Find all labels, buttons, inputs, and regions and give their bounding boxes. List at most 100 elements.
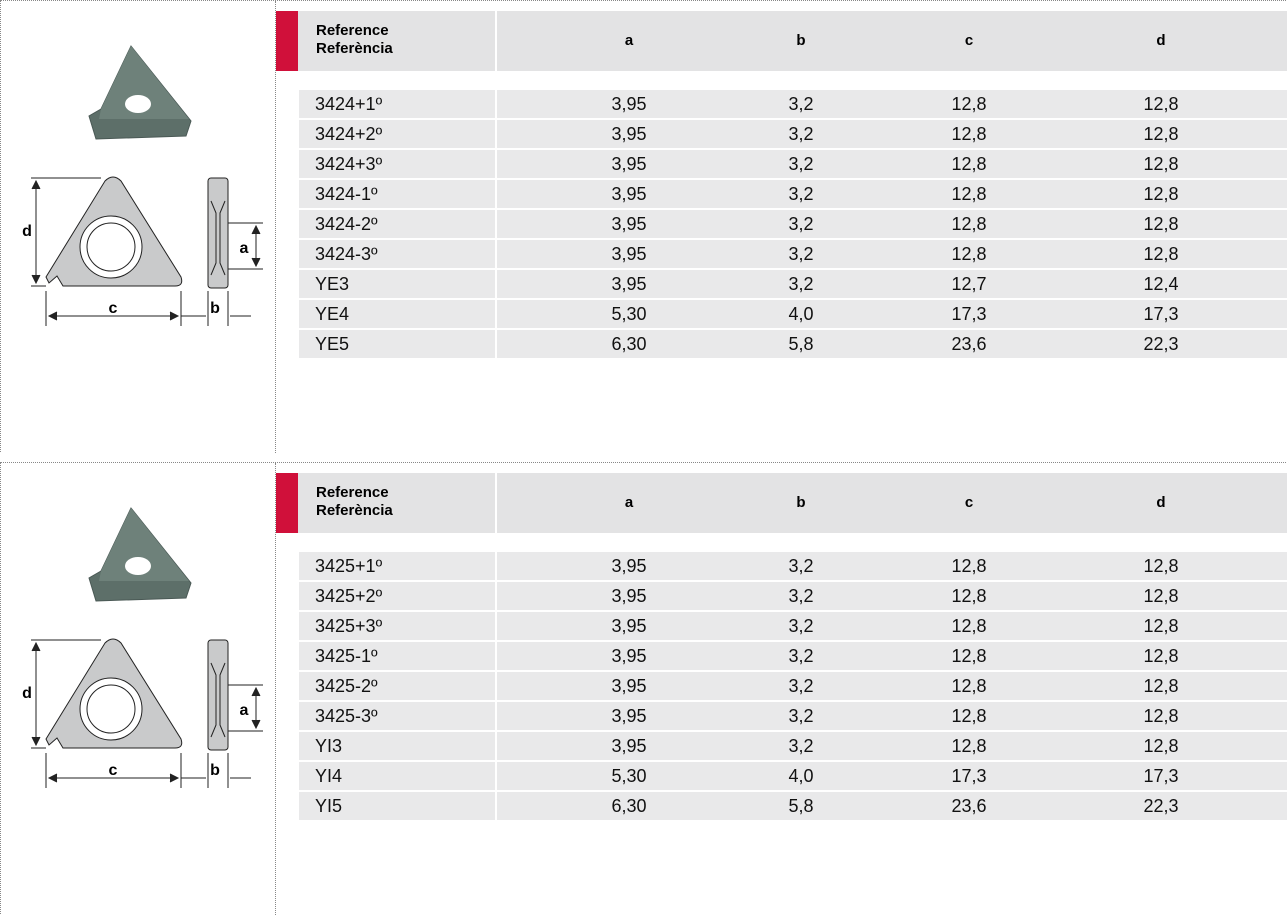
value-cell: 6,30 <box>611 796 647 816</box>
value-cell: 3,2 <box>788 244 814 264</box>
row-band <box>299 672 1287 700</box>
value-cell: 3,2 <box>788 214 814 234</box>
value-cell: 12,8 <box>951 736 987 756</box>
value-cell: 4,0 <box>788 304 814 324</box>
value-cell: 12,8 <box>951 676 987 696</box>
row-band <box>299 180 1287 208</box>
reference-header: Referència <box>316 40 393 57</box>
value-cell: 12,8 <box>1143 184 1179 204</box>
value-cell: 12,8 <box>1143 646 1179 666</box>
dimension-label: d <box>22 685 32 702</box>
dimension-label: c <box>109 300 118 317</box>
header-accent <box>276 473 298 533</box>
divider <box>275 463 276 915</box>
row-band <box>299 732 1287 760</box>
row-separator <box>495 612 497 640</box>
reference-cell: YI3 <box>315 736 343 756</box>
row-separator <box>495 180 497 208</box>
value-cell: 17,3 <box>951 304 987 324</box>
divider <box>275 1 276 453</box>
reference-header: Reference <box>316 22 389 39</box>
column-header: c <box>964 494 974 511</box>
row-band <box>299 210 1287 238</box>
row-band <box>299 582 1287 610</box>
row-separator <box>495 90 497 118</box>
value-cell: 3,95 <box>611 706 647 726</box>
value-cell: 3,95 <box>611 676 647 696</box>
row-separator <box>495 792 497 820</box>
row-separator <box>495 240 497 268</box>
value-cell: 12,8 <box>951 214 987 234</box>
row-band <box>299 702 1287 730</box>
value-cell: 12,8 <box>1143 94 1179 114</box>
value-cell: 17,3 <box>951 766 987 786</box>
dimension-label: c <box>109 762 118 779</box>
value-cell: 3,2 <box>788 154 814 174</box>
reference-cell: 3425+3º <box>315 616 383 636</box>
value-cell: 3,95 <box>611 214 647 234</box>
value-cell: 12,8 <box>1143 706 1179 726</box>
value-cell: 12,8 <box>951 94 987 114</box>
column-header: b <box>796 494 806 511</box>
value-cell: 5,8 <box>788 334 814 354</box>
row-band <box>299 90 1287 118</box>
value-cell: 12,8 <box>951 556 987 576</box>
reference-cell: YI4 <box>315 766 343 786</box>
value-cell: 6,30 <box>611 334 647 354</box>
reference-cell: 3424+1º <box>315 94 383 114</box>
reference-header: Reference <box>316 484 389 501</box>
row-separator <box>495 732 497 760</box>
value-cell: 23,6 <box>951 796 987 816</box>
reference-cell: 3425-2º <box>315 676 378 696</box>
value-cell: 12,8 <box>951 124 987 144</box>
insert-photo <box>88 507 192 602</box>
value-cell: 12,8 <box>951 586 987 606</box>
technical-drawing <box>31 638 263 788</box>
value-cell: 12,8 <box>1143 154 1179 174</box>
value-cell: 12,7 <box>951 274 987 294</box>
value-cell: 3,2 <box>788 706 814 726</box>
value-cell: 3,2 <box>788 676 814 696</box>
value-cell: 4,0 <box>788 766 814 786</box>
row-band <box>299 612 1287 640</box>
value-cell: 22,3 <box>1143 334 1179 354</box>
technical-drawing <box>31 176 263 326</box>
row-separator <box>495 150 497 178</box>
value-cell: 3,95 <box>611 616 647 636</box>
header-separator <box>495 473 497 533</box>
dimension-label: d <box>22 223 32 240</box>
value-cell: 12,8 <box>951 184 987 204</box>
value-cell: 3,95 <box>611 646 647 666</box>
row-band <box>299 120 1287 148</box>
row-separator <box>495 582 497 610</box>
reference-cell: 3424-3º <box>315 244 378 264</box>
reference-cell: YE4 <box>315 304 350 324</box>
value-cell: 3,95 <box>611 124 647 144</box>
reference-cell: YE5 <box>315 334 350 354</box>
value-cell: 3,95 <box>611 556 647 576</box>
value-cell: 3,2 <box>788 94 814 114</box>
value-cell: 3,2 <box>788 736 814 756</box>
row-separator <box>495 300 497 328</box>
value-cell: 12,8 <box>1143 244 1179 264</box>
value-cell: 12,8 <box>1143 556 1179 576</box>
dimension-label: a <box>240 240 249 257</box>
row-separator <box>495 210 497 238</box>
row-band <box>299 642 1287 670</box>
value-cell: 3,2 <box>788 124 814 144</box>
value-cell: 3,95 <box>611 586 647 606</box>
value-cell: 5,30 <box>611 766 647 786</box>
column-header: b <box>796 32 806 49</box>
value-cell: 17,3 <box>1143 766 1179 786</box>
value-cell: 3,2 <box>788 616 814 636</box>
header-band <box>276 11 1287 71</box>
value-cell: 3,2 <box>788 646 814 666</box>
panel: d a c b Reference Referència a b c d 3425+1º 3,95 3,… <box>0 462 1287 915</box>
row-band <box>299 330 1287 358</box>
reference-cell: 3424-1º <box>315 184 378 204</box>
value-cell: 3,2 <box>788 274 814 294</box>
dimension-label: a <box>240 702 249 719</box>
row-separator <box>495 762 497 790</box>
value-cell: 12,8 <box>1143 736 1179 756</box>
